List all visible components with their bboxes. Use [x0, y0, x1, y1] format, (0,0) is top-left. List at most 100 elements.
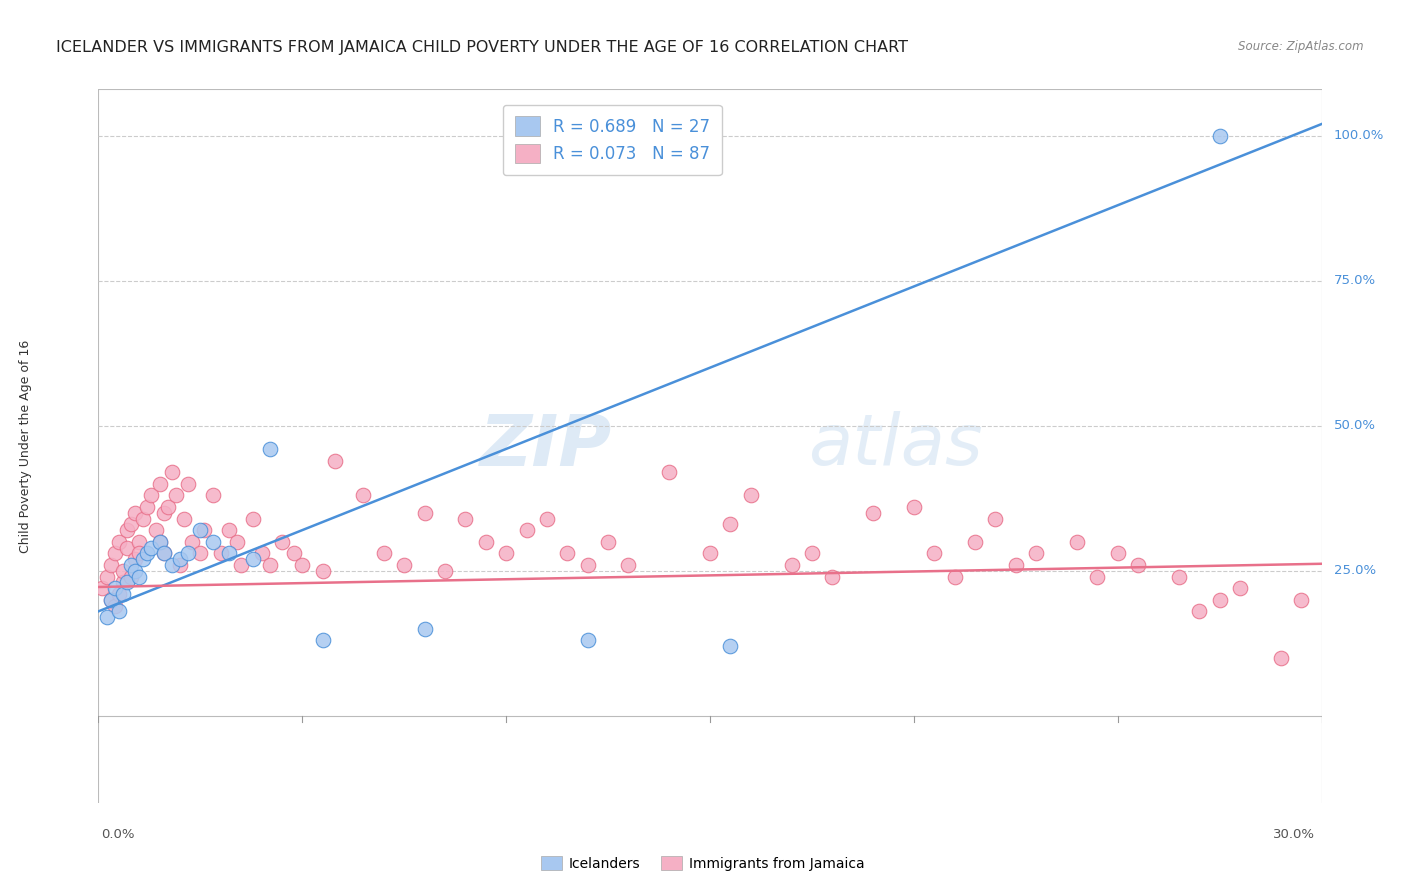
Point	[104, 599, 127, 613]
Text: 75.0%: 75.0%	[1334, 274, 1376, 287]
Point	[392, 558, 416, 572]
Point	[115, 523, 138, 537]
Point	[160, 465, 183, 479]
Point	[96, 569, 118, 583]
Text: 50.0%: 50.0%	[1334, 419, 1376, 433]
Point	[111, 564, 134, 578]
Point	[108, 604, 131, 618]
Point	[312, 564, 335, 578]
Point	[259, 558, 281, 572]
Point	[91, 581, 114, 595]
Point	[201, 488, 224, 502]
Point	[536, 511, 558, 525]
Point	[312, 633, 335, 648]
Point	[188, 523, 212, 537]
Text: atlas: atlas	[808, 411, 983, 481]
Point	[193, 523, 215, 537]
Point	[250, 546, 273, 560]
Point	[115, 575, 138, 590]
Point	[188, 546, 212, 560]
Point	[169, 558, 191, 572]
Point	[231, 558, 253, 572]
Point	[128, 546, 150, 560]
Point	[283, 546, 305, 560]
Point	[1004, 558, 1026, 572]
Point	[658, 465, 681, 479]
Point	[780, 558, 803, 572]
Point	[111, 587, 134, 601]
Point	[177, 476, 200, 491]
Point	[120, 569, 142, 583]
Point	[740, 488, 762, 502]
Point	[699, 546, 721, 560]
Point	[242, 552, 264, 566]
Text: Child Poverty Under the Age of 16: Child Poverty Under the Age of 16	[18, 339, 32, 553]
Point	[718, 517, 742, 532]
Point	[145, 523, 167, 537]
Point	[862, 506, 884, 520]
Point	[1229, 581, 1251, 595]
Legend: R = 0.689   N = 27, R = 0.073   N = 87: R = 0.689 N = 27, R = 0.073 N = 87	[503, 104, 721, 175]
Point	[1270, 650, 1292, 665]
Point	[617, 558, 640, 572]
Point	[169, 552, 191, 566]
Legend: Icelanders, Immigrants from Jamaica: Icelanders, Immigrants from Jamaica	[536, 850, 870, 876]
Point	[226, 534, 249, 549]
Point	[111, 575, 134, 590]
Point	[104, 581, 127, 595]
Point	[598, 534, 620, 549]
Point	[259, 442, 281, 456]
Point	[922, 546, 945, 560]
Point	[124, 552, 146, 566]
Point	[1209, 128, 1232, 143]
Point	[718, 639, 742, 653]
Text: 100.0%: 100.0%	[1334, 129, 1385, 142]
Point	[218, 523, 240, 537]
Point	[495, 546, 517, 560]
Point	[291, 558, 314, 572]
Point	[555, 546, 579, 560]
Point	[100, 592, 122, 607]
Point	[516, 523, 538, 537]
Point	[454, 511, 477, 525]
Point	[1209, 592, 1232, 607]
Point	[124, 506, 146, 520]
Point	[100, 592, 122, 607]
Point	[474, 534, 498, 549]
Text: 25.0%: 25.0%	[1334, 565, 1376, 577]
Point	[108, 534, 131, 549]
Text: 30.0%: 30.0%	[1272, 828, 1315, 841]
Point	[136, 500, 159, 514]
Point	[124, 564, 146, 578]
Point	[1167, 569, 1189, 583]
Point	[165, 488, 187, 502]
Point	[242, 511, 264, 525]
Point	[270, 534, 294, 549]
Point	[1128, 558, 1150, 572]
Point	[149, 534, 172, 549]
Point	[218, 546, 240, 560]
Point	[576, 633, 599, 648]
Point	[434, 564, 457, 578]
Point	[352, 488, 374, 502]
Point	[1025, 546, 1047, 560]
Text: ICELANDER VS IMMIGRANTS FROM JAMAICA CHILD POVERTY UNDER THE AGE OF 16 CORRELATI: ICELANDER VS IMMIGRANTS FROM JAMAICA CHI…	[56, 40, 908, 55]
Text: Source: ZipAtlas.com: Source: ZipAtlas.com	[1239, 40, 1364, 54]
Point	[201, 534, 224, 549]
Point	[141, 541, 163, 555]
Point	[152, 546, 174, 560]
Point	[173, 511, 195, 525]
Point	[160, 558, 183, 572]
Point	[132, 511, 155, 525]
Point	[965, 534, 987, 549]
Point	[1291, 592, 1313, 607]
Point	[136, 546, 159, 560]
Point	[943, 569, 966, 583]
Point	[323, 453, 346, 467]
Point	[149, 534, 172, 549]
Point	[1188, 604, 1211, 618]
Point	[141, 488, 163, 502]
Point	[801, 546, 824, 560]
Point	[984, 511, 1007, 525]
Text: 0.0%: 0.0%	[101, 828, 135, 841]
